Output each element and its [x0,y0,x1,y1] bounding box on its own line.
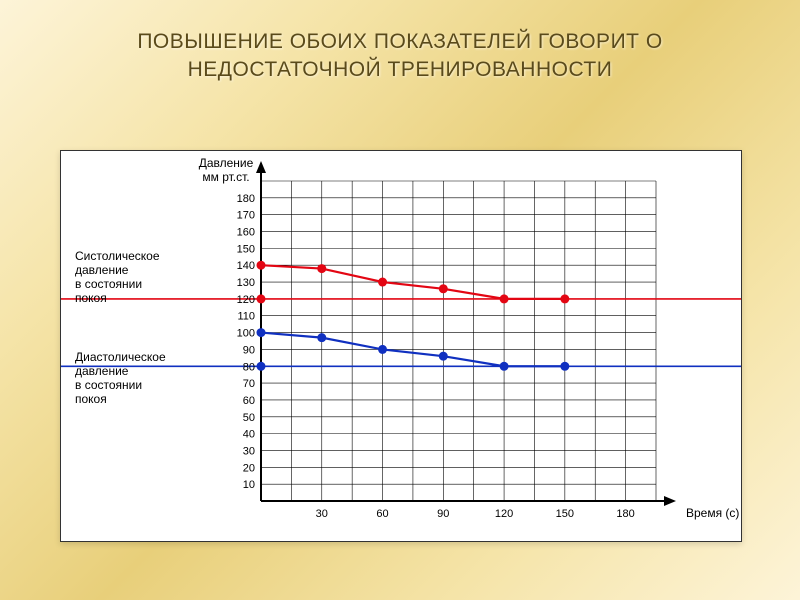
y-tick-label: 140 [237,260,255,272]
systolic-point [500,294,509,303]
y-axis-arrow-icon [256,161,266,173]
y-tick-label: 130 [237,277,255,289]
y-tick-label: 180 [237,193,255,205]
x-axis-arrow-icon [664,496,676,506]
y-tick-label: 160 [237,227,255,239]
diastolic-label: давление [75,364,129,378]
systolic-label: Систолическое [75,249,160,263]
x-tick-label: 60 [376,508,388,520]
y-tick-label: 60 [243,395,255,407]
y-tick-label: 120 [237,294,255,306]
systolic-label: покоя [75,291,107,305]
diastolic-baseline-marker [257,362,266,371]
y-tick-label: 100 [237,328,255,340]
systolic-label: давление [75,263,129,277]
diastolic-point [317,333,326,342]
y-tick-label: 110 [237,311,255,323]
x-tick-label: 150 [556,508,574,520]
diastolic-point [257,328,266,337]
x-tick-label: 120 [495,508,513,520]
x-axis-title: Время (с) [686,506,739,520]
y-tick-label: 70 [243,378,255,390]
y-tick-label: 40 [243,429,255,441]
diastolic-point [500,362,509,371]
y-axis-title-1: Давление [199,156,254,170]
systolic-point [560,294,569,303]
systolic-point [317,264,326,273]
systolic-point [439,284,448,293]
diastolic-point [560,362,569,371]
y-axis-title-2: мм рт.ст. [202,170,249,184]
diastolic-label: в состоянии [75,378,142,392]
slide-title: ПОВЫШЕНИЕ ОБОИХ ПОКАЗАТЕЛЕЙ ГОВОРИТ О НЕ… [0,0,800,95]
y-tick-label: 10 [243,479,255,491]
systolic-label: в состоянии [75,277,142,291]
y-tick-label: 80 [243,361,255,373]
y-tick-label: 20 [243,462,255,474]
diastolic-point [439,352,448,361]
y-tick-label: 50 [243,412,255,424]
x-tick-label: 180 [616,508,634,520]
systolic-baseline-marker [257,294,266,303]
systolic-point [257,261,266,270]
y-tick-label: 90 [243,344,255,356]
slide: ПОВЫШЕНИЕ ОБОИХ ПОКАЗАТЕЛЕЙ ГОВОРИТ О НЕ… [0,0,800,600]
x-tick-label: 90 [437,508,449,520]
chart-container: 10 20 30 40 50 60 70 80 90 100 110 120 130 140 150 160 1… [60,150,742,542]
y-tick-label: 170 [237,210,255,222]
x-tick-label: 30 [316,508,328,520]
systolic-point [378,278,387,287]
y-tick-label: 30 [243,445,255,457]
diastolic-point [378,345,387,354]
diastolic-label: покоя [75,392,107,406]
diastolic-label: Диастолическое [75,350,166,364]
pressure-chart: 10 20 30 40 50 60 70 80 90 100 110 120 130 140 150 160 1… [61,151,741,541]
y-tick-label: 150 [237,243,255,255]
